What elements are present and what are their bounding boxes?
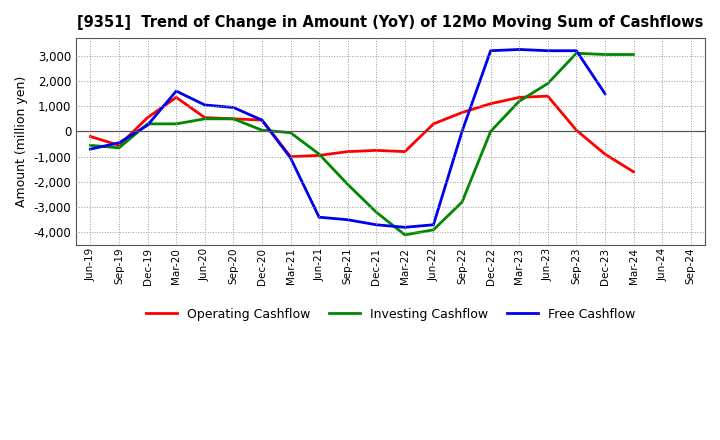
- Investing Cashflow: [86, 143, 95, 148]
- Free Cashflow: [86, 147, 95, 152]
- Investing Cashflow: [629, 52, 638, 57]
- Investing Cashflow: [229, 116, 238, 121]
- Investing Cashflow: [114, 145, 123, 150]
- Operating Cashflow: [572, 128, 581, 133]
- Line: Free Cashflow: Free Cashflow: [91, 49, 605, 227]
- Free Cashflow: [429, 222, 438, 227]
- Operating Cashflow: [229, 116, 238, 121]
- Operating Cashflow: [600, 151, 609, 157]
- Operating Cashflow: [458, 110, 467, 115]
- Operating Cashflow: [143, 115, 152, 120]
- Operating Cashflow: [544, 93, 552, 99]
- Investing Cashflow: [287, 130, 295, 136]
- Operating Cashflow: [629, 169, 638, 174]
- Investing Cashflow: [544, 81, 552, 86]
- Free Cashflow: [343, 217, 352, 222]
- Investing Cashflow: [172, 121, 181, 127]
- Title: [9351]  Trend of Change in Amount (YoY) of 12Mo Moving Sum of Cashflows: [9351] Trend of Change in Amount (YoY) o…: [77, 15, 703, 30]
- Investing Cashflow: [400, 232, 409, 238]
- Operating Cashflow: [400, 149, 409, 154]
- Investing Cashflow: [600, 52, 609, 57]
- Investing Cashflow: [143, 121, 152, 127]
- Free Cashflow: [287, 155, 295, 161]
- Operating Cashflow: [429, 121, 438, 127]
- Operating Cashflow: [287, 154, 295, 159]
- Operating Cashflow: [372, 148, 381, 153]
- Investing Cashflow: [343, 182, 352, 187]
- Free Cashflow: [400, 225, 409, 230]
- Free Cashflow: [315, 215, 323, 220]
- Free Cashflow: [258, 117, 266, 123]
- Free Cashflow: [200, 103, 209, 108]
- Free Cashflow: [600, 91, 609, 96]
- Investing Cashflow: [200, 116, 209, 121]
- Free Cashflow: [544, 48, 552, 53]
- Free Cashflow: [372, 222, 381, 227]
- Free Cashflow: [515, 47, 523, 52]
- Investing Cashflow: [458, 199, 467, 205]
- Investing Cashflow: [258, 128, 266, 133]
- Free Cashflow: [229, 105, 238, 110]
- Operating Cashflow: [315, 153, 323, 158]
- Line: Investing Cashflow: Investing Cashflow: [91, 53, 634, 235]
- Free Cashflow: [458, 129, 467, 134]
- Operating Cashflow: [258, 117, 266, 123]
- Investing Cashflow: [515, 99, 523, 104]
- Free Cashflow: [114, 140, 123, 146]
- Operating Cashflow: [172, 95, 181, 100]
- Line: Operating Cashflow: Operating Cashflow: [91, 96, 634, 172]
- Operating Cashflow: [86, 134, 95, 139]
- Investing Cashflow: [315, 151, 323, 157]
- Investing Cashflow: [372, 209, 381, 215]
- Operating Cashflow: [343, 149, 352, 154]
- Free Cashflow: [143, 122, 152, 128]
- Free Cashflow: [486, 48, 495, 53]
- Operating Cashflow: [486, 101, 495, 106]
- Investing Cashflow: [486, 129, 495, 134]
- Legend: Operating Cashflow, Investing Cashflow, Free Cashflow: Operating Cashflow, Investing Cashflow, …: [140, 303, 641, 326]
- Free Cashflow: [572, 48, 581, 53]
- Operating Cashflow: [114, 143, 123, 148]
- Operating Cashflow: [515, 95, 523, 100]
- Investing Cashflow: [429, 227, 438, 232]
- Operating Cashflow: [200, 115, 209, 120]
- Investing Cashflow: [572, 51, 581, 56]
- Y-axis label: Amount (million yen): Amount (million yen): [15, 76, 28, 207]
- Free Cashflow: [172, 88, 181, 94]
